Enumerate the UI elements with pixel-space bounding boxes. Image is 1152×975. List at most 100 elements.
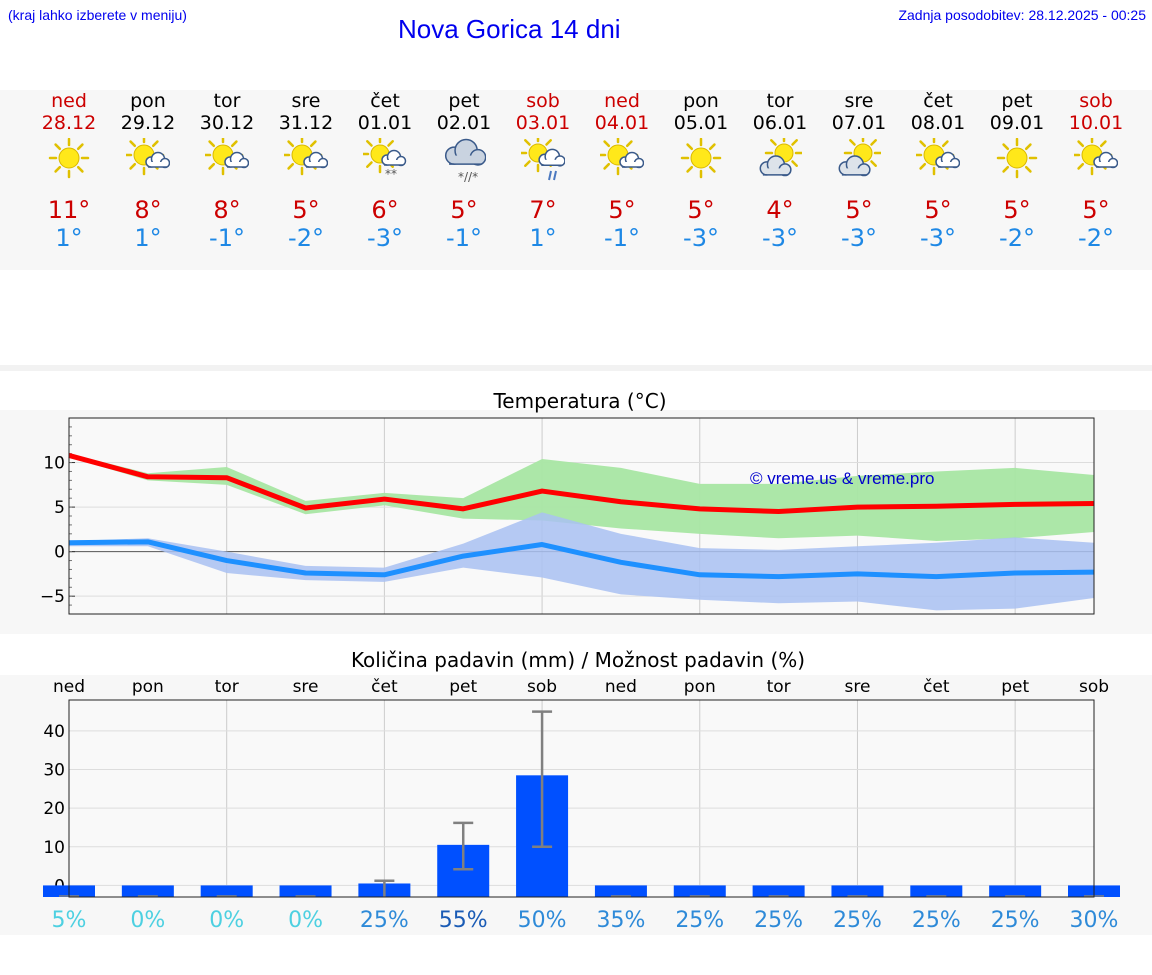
day-name: pon: [130, 90, 166, 112]
y-tick-label: −5: [40, 587, 65, 607]
weather-icon: [47, 137, 91, 182]
min-temperature: -1°: [446, 224, 482, 252]
y-tick-label: 5: [54, 498, 65, 518]
x-day-label: sob: [1079, 677, 1109, 697]
day-date: 28.12: [41, 112, 97, 134]
svg-text:**: **: [385, 167, 397, 181]
min-temperature: 1°: [55, 224, 83, 252]
x-day-label: ned: [605, 677, 637, 697]
day-date: 06.01: [752, 112, 808, 134]
weather-icon: [202, 134, 250, 182]
x-day-label: čet: [923, 677, 950, 697]
precipitation-probability: 25%: [991, 908, 1040, 933]
weather-icon: [837, 133, 883, 182]
max-temperature: 5°: [292, 196, 320, 224]
x-day-label: pet: [449, 677, 477, 697]
precipitation-probability: 55%: [439, 908, 488, 933]
precipitation-probability: 0%: [209, 908, 244, 933]
min-temperature: -2°: [288, 224, 324, 252]
precipitation-bar: [121, 885, 174, 897]
max-temperature: 8°: [134, 196, 162, 224]
day-name: sre: [291, 90, 321, 112]
day-name: pet: [1001, 90, 1033, 112]
y-tick-label: 40: [43, 722, 65, 742]
day-name: ned: [604, 90, 640, 112]
day-name: čet: [923, 90, 953, 112]
max-temperature: 7°: [529, 196, 557, 224]
day-name: tor: [213, 90, 241, 112]
y-tick-label: 0: [54, 543, 65, 563]
weather-icon: [1071, 134, 1119, 182]
min-temperature: -3°: [920, 224, 956, 252]
day-date: 30.12: [199, 112, 255, 134]
min-temperature: -2°: [1078, 224, 1114, 252]
precipitation-chart: Količina padavin (mm) / Možnost padavin …: [43, 648, 1120, 933]
min-temperature: -3°: [367, 224, 403, 252]
max-temperature-line: [68, 453, 1095, 515]
x-day-label: pon: [132, 677, 164, 697]
day-name: ned: [51, 90, 87, 112]
sun-icon: [996, 137, 1038, 179]
precipitation-probability: 25%: [833, 908, 882, 933]
day-date: 04.01: [594, 112, 650, 134]
day-date: 08.01: [910, 112, 966, 134]
min-temperature-line: [68, 539, 1095, 580]
forecast-strip: ned 28.12 11° 1° pon 29.12 8° 1° tor 30.12 8° -1° sr…: [0, 90, 1152, 270]
precipitation-probability: 25%: [754, 908, 803, 933]
precipitation-bar: [831, 885, 884, 897]
max-temperature: 5°: [1082, 196, 1110, 224]
max-temperature: 5°: [845, 196, 873, 224]
precipitation-probability: 25%: [360, 908, 409, 933]
x-day-label: tor: [767, 677, 791, 697]
day-name: pet: [448, 90, 480, 112]
x-day-label: tor: [215, 677, 239, 697]
sun-cloud-snow-icon: **: [360, 134, 407, 181]
precipitation-probability: 25%: [912, 908, 961, 933]
min-temperature: 1°: [529, 224, 557, 252]
max-temperature: 4°: [766, 196, 794, 224]
y-tick-label: 30: [43, 761, 65, 781]
precipitation-probability: 30%: [1070, 908, 1119, 933]
min-temperature: 1°: [134, 224, 162, 252]
weather-icon: [995, 137, 1039, 182]
precipitation-probability: 50%: [518, 908, 567, 933]
weather-icon: *//*: [442, 138, 487, 184]
cloud-rain-snow-icon: *//*: [444, 138, 487, 184]
sun-cloud-icon: [913, 134, 961, 176]
weather-icon: [281, 134, 329, 182]
temperature-chart: Temperatura (°C) 10 5 0 −5 © vreme.us & vreme…: [40, 389, 1095, 615]
min-temperature: -3°: [841, 224, 877, 252]
location-hint: (kraj lahko izberete v meniju): [8, 7, 187, 23]
precipitation-probability: 35%: [596, 908, 645, 933]
x-day-label: sre: [844, 677, 870, 697]
sun-cloud-icon: [202, 134, 250, 176]
max-temperature: 8°: [213, 196, 241, 224]
day-date: 09.01: [989, 112, 1045, 134]
min-temperature: -2°: [999, 224, 1035, 252]
min-range-band: [69, 512, 1094, 611]
precipitation-bar: [279, 885, 332, 897]
x-day-label: sre: [293, 677, 319, 697]
day-date: 02.01: [436, 112, 492, 134]
sun-icon: [680, 137, 722, 179]
max-temperature: 6°: [371, 196, 399, 224]
precipitation-bar: [200, 885, 253, 897]
sun-cloud-icon: [123, 134, 171, 176]
max-temperature: 11°: [47, 196, 91, 224]
temperature-chart-title: Temperatura (°C): [492, 389, 666, 413]
precipitation-bar: [752, 885, 805, 897]
weather-icon: [123, 134, 171, 182]
x-day-label: čet: [371, 677, 398, 697]
day-date: 07.01: [831, 112, 887, 134]
day-name: sob: [1079, 90, 1113, 112]
min-temperature: -3°: [762, 224, 798, 252]
y-tick-label: 10: [43, 838, 65, 858]
x-day-label: sob: [527, 677, 557, 697]
x-day-label: pon: [684, 677, 716, 697]
day-date: 29.12: [120, 112, 176, 134]
precipitation-bar: [910, 885, 963, 897]
day-name: tor: [766, 90, 794, 112]
weather-icon: [758, 133, 804, 182]
weather-icon: [597, 134, 645, 182]
day-name: pon: [683, 90, 719, 112]
